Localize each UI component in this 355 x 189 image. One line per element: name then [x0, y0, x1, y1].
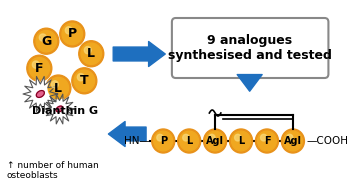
Circle shape [48, 77, 69, 99]
Text: L: L [186, 136, 192, 146]
Circle shape [157, 134, 163, 141]
Circle shape [154, 131, 173, 151]
Circle shape [183, 134, 189, 141]
Circle shape [203, 129, 226, 153]
Circle shape [282, 129, 304, 153]
Circle shape [51, 81, 58, 88]
Polygon shape [23, 77, 58, 112]
Circle shape [84, 46, 91, 54]
Text: Agl: Agl [284, 136, 302, 146]
Circle shape [32, 61, 39, 68]
Circle shape [81, 43, 102, 64]
Circle shape [229, 129, 252, 153]
FancyBboxPatch shape [172, 18, 328, 78]
Circle shape [286, 134, 293, 141]
Text: L: L [87, 47, 95, 60]
Text: —COOH: —COOH [306, 136, 348, 146]
Text: HN—: HN— [124, 136, 150, 146]
Circle shape [65, 27, 72, 34]
Text: 9 analogues
synthesised and tested: 9 analogues synthesised and tested [168, 34, 332, 62]
Circle shape [36, 31, 56, 52]
Circle shape [206, 131, 225, 151]
Circle shape [72, 68, 97, 94]
Circle shape [74, 70, 94, 91]
Circle shape [79, 41, 104, 67]
Text: F: F [264, 136, 270, 146]
Circle shape [209, 134, 215, 141]
Text: L: L [238, 136, 244, 146]
Text: G: G [41, 35, 51, 48]
Text: L: L [54, 81, 62, 94]
Circle shape [62, 23, 82, 45]
Circle shape [231, 131, 251, 151]
Text: P: P [68, 27, 77, 40]
Circle shape [283, 131, 302, 151]
Circle shape [178, 129, 201, 153]
Ellipse shape [56, 106, 63, 112]
Text: F: F [35, 62, 44, 75]
Circle shape [235, 134, 241, 141]
Circle shape [27, 55, 52, 81]
Text: P: P [160, 136, 167, 146]
Text: Agl: Agl [206, 136, 224, 146]
FancyArrowPatch shape [113, 42, 165, 67]
Circle shape [256, 129, 278, 153]
Circle shape [34, 28, 59, 54]
Circle shape [152, 129, 175, 153]
Polygon shape [45, 94, 74, 124]
Circle shape [29, 58, 50, 79]
Text: T: T [80, 74, 89, 87]
Circle shape [257, 131, 277, 151]
Circle shape [261, 134, 267, 141]
Circle shape [39, 34, 46, 41]
Ellipse shape [36, 91, 44, 98]
Text: ↑ number of human
osteoblasts: ↑ number of human osteoblasts [7, 161, 98, 180]
FancyArrowPatch shape [237, 74, 262, 91]
FancyArrowPatch shape [108, 122, 146, 146]
Text: Dianthin G: Dianthin G [32, 106, 98, 116]
Circle shape [60, 21, 85, 47]
Circle shape [77, 74, 84, 81]
Circle shape [180, 131, 199, 151]
Circle shape [46, 75, 71, 101]
